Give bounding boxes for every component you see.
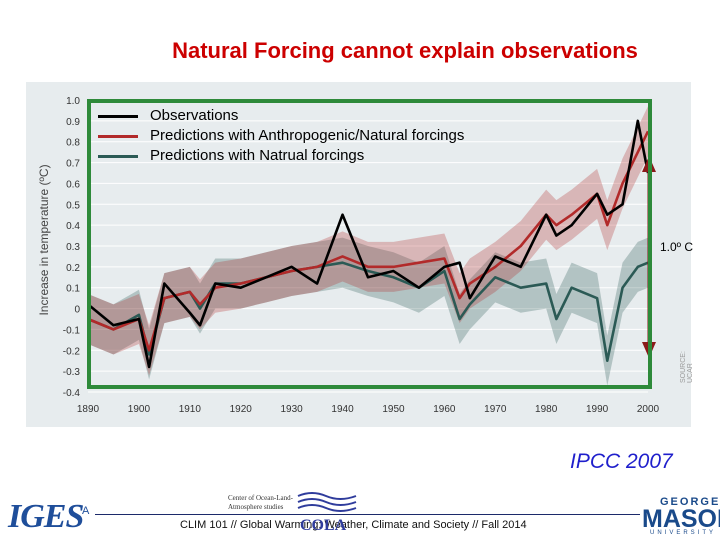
legend-item-observations: Observations (98, 106, 464, 126)
x-tick-label: 1940 (331, 404, 354, 415)
legend-swatch (98, 114, 138, 118)
chart-legend: Observations Predictions with Anthropoge… (98, 106, 464, 166)
y-tick-label: -0.4 (63, 388, 81, 399)
legend-label: Predictions with Natrual forcings (150, 147, 365, 164)
uncertainty-band (88, 237, 648, 386)
x-tick-label: 1950 (382, 404, 405, 415)
legend-item-anthropogenic: Predictions with Anthropogenic/Natural f… (98, 126, 464, 146)
x-tick-label: 1970 (484, 404, 507, 415)
legend-item-natural: Predictions with Natrual forcings (98, 146, 464, 166)
credit-ipcc: IPCC 2007 (570, 450, 673, 473)
legend-label: Predictions with Anthropogenic/Natural f… (150, 127, 465, 144)
uncertainty-bands (88, 106, 648, 386)
mason-university: UNIVERSITY (650, 530, 717, 536)
y-tick-label: -0.3 (63, 367, 81, 378)
cola-line-2: Atmosphere studies (228, 503, 284, 511)
y-tick-label: -0.1 (63, 325, 81, 336)
y-tick-label: -0.2 (63, 346, 81, 357)
cola-waves-icon (297, 492, 357, 512)
x-tick-label: 1920 (230, 404, 253, 415)
y-axis-label: Increase in temperature (ºC) (37, 164, 51, 315)
x-tick-label: 1960 (433, 404, 456, 415)
y-tick-label: 0 (74, 305, 80, 316)
y-tick-labels: 1.0 0.9 0.8 0.7 0.6 0.5 0.4 0.3 0.2 0.1 0 -0.1 -0.2 -… (63, 96, 81, 399)
iges-logo-sub: A (82, 505, 90, 517)
x-tick-label: 1930 (281, 404, 304, 415)
legend-swatch (98, 154, 138, 158)
y-tick-label: 0.4 (66, 221, 80, 232)
y-tick-label: 0.5 (66, 200, 80, 211)
footer-divider (95, 514, 640, 515)
series-line (87, 130, 650, 352)
cola-center-name: Center of Ocean-Land- Atmosphere studies (228, 494, 293, 512)
x-tick-labels: 1890 1900 1910 1920 1930 1940 1950 1960 1970 1980… (77, 404, 660, 415)
x-tick-label: 2000 (637, 404, 660, 415)
y-tick-label: 1.0 (66, 96, 80, 107)
y-tick-label: 0.2 (66, 263, 80, 274)
footer-course-text: CLIM 101 // Global Warming: Weather, Cli… (180, 519, 527, 531)
series-line (87, 119, 650, 369)
cola-logo: COLA (300, 517, 347, 534)
iges-logo: IGES (8, 498, 84, 535)
y-tick-label: 0.1 (66, 284, 80, 295)
y-tick-label: 0.8 (66, 138, 80, 149)
y-tick-label: 0.6 (66, 179, 80, 190)
legend-swatch (98, 134, 138, 138)
x-tick-label: 1910 (179, 404, 202, 415)
legend-label: Observations (150, 107, 239, 124)
y-tick-label: 0.7 (66, 159, 80, 170)
cola-line-1: Center of Ocean-Land- (228, 494, 293, 502)
slide-title: Natural Forcing cannot explain observati… (172, 38, 638, 63)
x-tick-label: 1890 (77, 404, 100, 415)
source-note: SOURCE: UCAR (680, 351, 694, 383)
mason-logo: MASON (642, 505, 720, 533)
y-tick-label: 0.3 (66, 242, 80, 253)
highlight-box (87, 99, 652, 389)
x-tick-label: 1980 (535, 404, 558, 415)
uncertainty-band (88, 106, 648, 376)
x-tick-label: 1990 (586, 404, 609, 415)
x-tick-label: 1900 (128, 404, 151, 415)
series-lines (87, 119, 650, 369)
range-annotation: 1.0º C (660, 240, 694, 254)
mason-george: GEORGE (660, 496, 720, 508)
y-tick-label: 0.9 (66, 117, 80, 128)
